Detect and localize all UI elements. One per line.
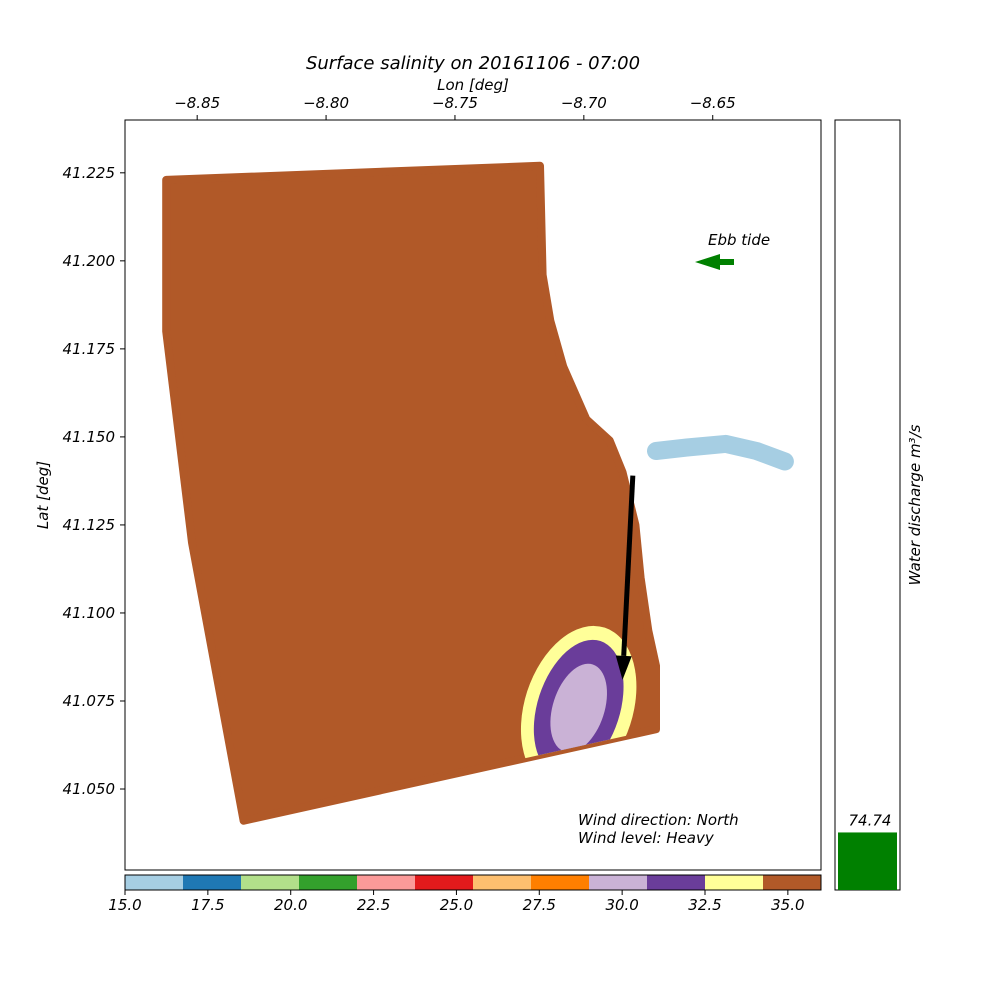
x-ticks: −8.85 −8.80 −8.75 −8.70 −8.65 xyxy=(174,94,736,120)
y-axis-label: Lat [deg] xyxy=(34,461,52,529)
colorbar-segment xyxy=(415,875,474,890)
y-tick-label: 41.200 xyxy=(63,252,116,270)
x-tick-label: −8.65 xyxy=(690,94,736,112)
tide-label: Ebb tide xyxy=(708,231,770,249)
colorbar-tick-label: 22.5 xyxy=(357,896,390,914)
ocean-domain xyxy=(162,161,660,825)
y-tick-label: 41.125 xyxy=(63,516,116,534)
colorbar-tick-label: 25.0 xyxy=(440,896,473,914)
colorbar-tick-label: 30.0 xyxy=(605,896,638,914)
wind-arrow-shaft xyxy=(621,475,636,657)
wind-arrow-icon xyxy=(615,655,632,680)
colorbar-segment xyxy=(299,875,358,890)
salinity-map xyxy=(162,161,794,825)
salinity-colorbar xyxy=(124,874,822,891)
y-tick-label: 41.050 xyxy=(63,780,116,798)
discharge-bar xyxy=(838,832,897,890)
colorbar-segment xyxy=(705,875,764,890)
colorbar-segment xyxy=(183,875,242,890)
discharge-axes-frame xyxy=(834,119,901,891)
discharge-axis-label: Water discharge m³/s xyxy=(906,424,924,585)
chart-title: Surface salinity on 20161106 - 07:00 xyxy=(306,53,640,74)
colorbar-segment xyxy=(241,875,300,890)
colorbar-segment xyxy=(125,875,184,890)
y-ticks: 41.050 41.075 41.100 41.125 41.150 41.175 41.2… xyxy=(63,164,125,798)
wind-direction-label: Wind direction: North xyxy=(578,811,739,829)
plume-inner xyxy=(550,663,607,753)
x-axis-label: Lon [deg] xyxy=(437,76,509,94)
x-tick-label: −8.75 xyxy=(432,94,478,112)
tide-arrow-icon xyxy=(695,254,734,270)
colorbar-tick-label: 17.5 xyxy=(191,896,224,914)
wind-level-label: Wind level: Heavy xyxy=(578,829,715,847)
y-tick-label: 41.075 xyxy=(63,692,116,710)
colorbar-segment xyxy=(531,875,590,890)
river-channel xyxy=(647,434,794,471)
colorbar-segment xyxy=(763,875,822,890)
colorbar-segment xyxy=(647,875,706,890)
map-axes-frame xyxy=(124,119,822,871)
colorbar-tick-label: 27.5 xyxy=(523,896,556,914)
colorbar-ticks: 15.0 17.5 20.0 22.5 25.0 27.5 30.0 32.5 35.0 xyxy=(108,890,805,914)
y-tick-label: 41.175 xyxy=(63,340,116,358)
colorbar-tick-label: 32.5 xyxy=(688,896,721,914)
colorbar-tick-label: 15.0 xyxy=(108,896,141,914)
x-tick-label: −8.85 xyxy=(174,94,220,112)
colorbar-segment xyxy=(473,875,532,890)
colorbar-tick-label: 35.0 xyxy=(771,896,804,914)
y-tick-label: 41.100 xyxy=(63,604,116,622)
x-tick-label: −8.70 xyxy=(561,94,607,112)
colorbar-segment xyxy=(357,875,416,890)
colorbar-segment xyxy=(589,875,648,890)
colorbar-tick-label: 20.0 xyxy=(274,896,307,914)
discharge-value-label: 74.74 xyxy=(849,811,892,829)
y-tick-label: 41.150 xyxy=(63,428,116,446)
y-tick-label: 41.225 xyxy=(63,164,116,182)
x-tick-label: −8.80 xyxy=(303,94,349,112)
